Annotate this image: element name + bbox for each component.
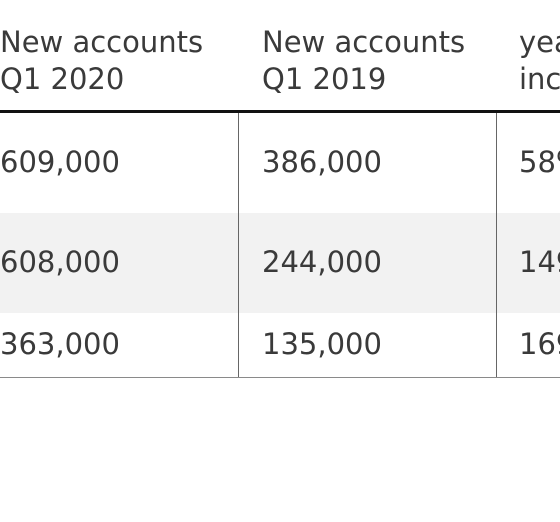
- table-cell: 363,000: [0, 327, 120, 361]
- table-row: 608,000 244,000 149: [0, 213, 560, 313]
- header-line: New accounts: [0, 25, 204, 59]
- table-cell: 149: [519, 245, 560, 279]
- table-cell: 169: [519, 327, 560, 361]
- header-year-increase: yea inc: [519, 24, 560, 98]
- table-row: 363,000 135,000 169: [0, 313, 560, 377]
- header-new-accounts-q1-2020: New accounts Q1 2020: [0, 24, 203, 98]
- table-cell: 244,000: [262, 245, 382, 279]
- column-divider: [496, 113, 497, 377]
- table-cell: 58%: [519, 145, 560, 179]
- table-cell: 609,000: [0, 145, 120, 179]
- table-cell: 608,000: [0, 245, 120, 279]
- header-line: New accounts: [262, 25, 466, 59]
- table-row: 609,000 386,000 58%: [0, 113, 560, 213]
- header-line: Q1 2019: [262, 62, 387, 96]
- header-divider: [0, 110, 560, 113]
- header-new-accounts-q1-2019: New accounts Q1 2019: [262, 24, 465, 98]
- table-cell: 135,000: [262, 327, 382, 361]
- data-table: New accounts Q1 2020 New accounts Q1 201…: [0, 0, 560, 378]
- header-line: yea: [519, 25, 560, 59]
- table-bottom-border: [0, 377, 560, 378]
- table-header-row: New accounts Q1 2020 New accounts Q1 201…: [0, 0, 560, 112]
- header-line: inc: [519, 62, 560, 96]
- table-cell: 386,000: [262, 145, 382, 179]
- header-line: Q1 2020: [0, 62, 125, 96]
- column-divider: [238, 113, 239, 377]
